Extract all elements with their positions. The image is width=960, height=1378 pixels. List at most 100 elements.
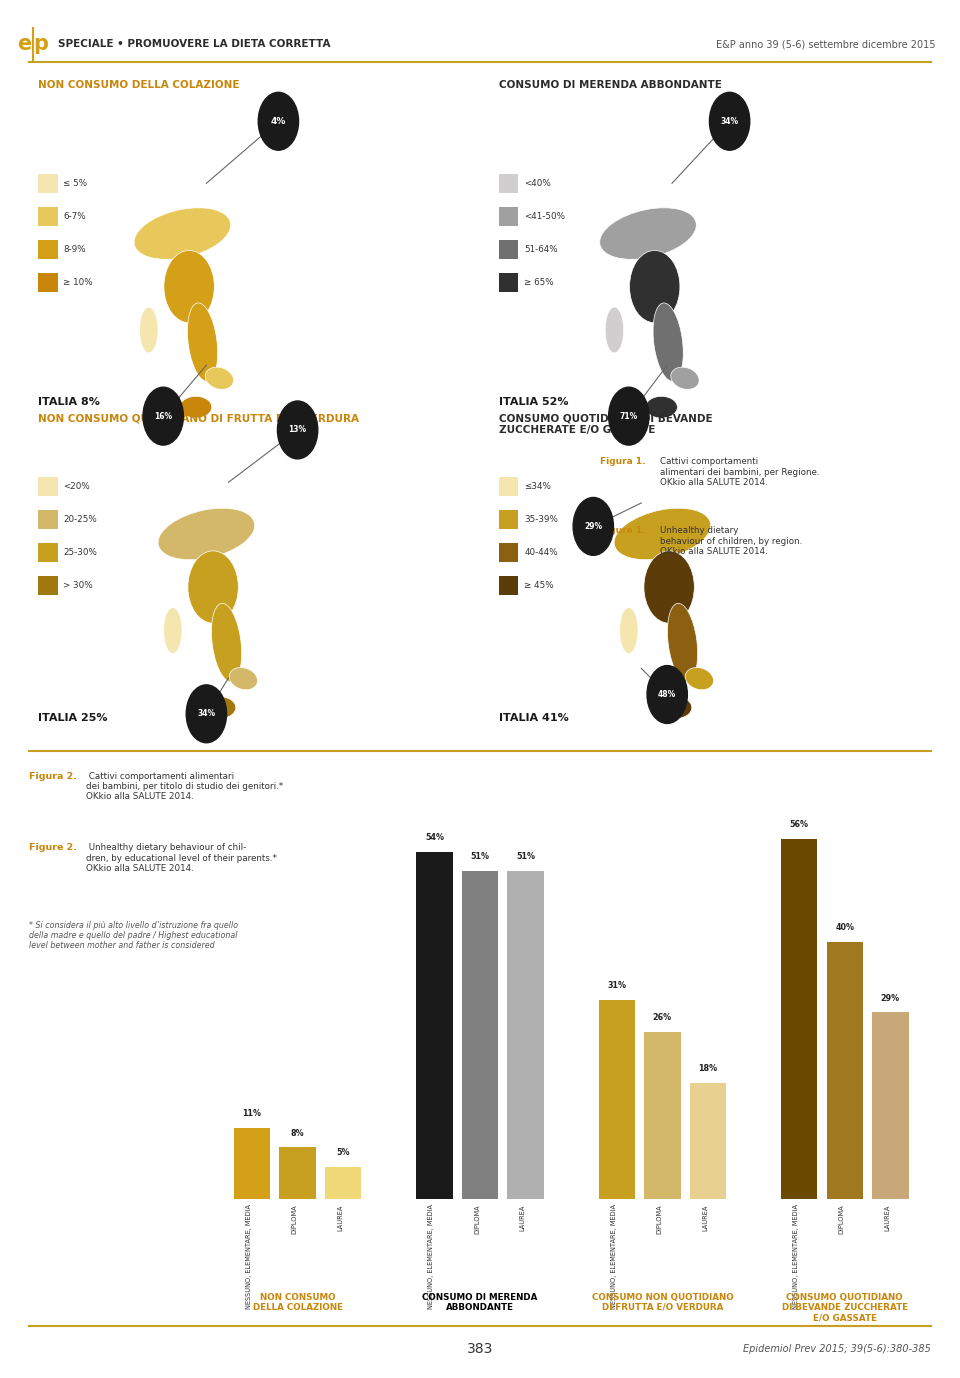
Text: 48%: 48%: [658, 690, 677, 699]
Text: DIPLOMA: DIPLOMA: [839, 1204, 845, 1233]
Text: DIPLOMA: DIPLOMA: [292, 1204, 298, 1233]
Bar: [462, 871, 498, 1199]
Circle shape: [609, 387, 649, 445]
Text: <20%: <20%: [63, 482, 90, 491]
Text: CONSUMO NON QUOTIDIANO
DI FRUTTA E/O VERDURA: CONSUMO NON QUOTIDIANO DI FRUTTA E/O VER…: [591, 1293, 733, 1312]
Text: CONSUMO QUOTIDIANO DI BEVANDE
ZUCCHERATE E/O GASSATE: CONSUMO QUOTIDIANO DI BEVANDE ZUCCHERATE…: [499, 413, 713, 435]
Ellipse shape: [205, 367, 233, 390]
Ellipse shape: [187, 303, 218, 382]
Ellipse shape: [605, 307, 624, 353]
Text: ITALIA 25%: ITALIA 25%: [38, 712, 108, 722]
Ellipse shape: [139, 307, 158, 353]
Text: LAUREA: LAUREA: [519, 1204, 526, 1231]
Ellipse shape: [645, 397, 678, 418]
Bar: [38, 543, 58, 562]
Text: NON CONSUMO QUOTIDIANO DI FRUTTA E /O VERDURA: NON CONSUMO QUOTIDIANO DI FRUTTA E /O VE…: [38, 413, 359, 423]
Ellipse shape: [163, 608, 182, 653]
Text: Unhealthy dietary
behaviour of children, by region.
OKkio alla SALUTE 2014.: Unhealthy dietary behaviour of children,…: [660, 526, 802, 557]
Ellipse shape: [600, 208, 696, 259]
Bar: [781, 839, 818, 1199]
Ellipse shape: [644, 551, 694, 623]
Bar: [324, 1167, 362, 1199]
Text: 35-39%: 35-39%: [524, 515, 558, 524]
Bar: [38, 273, 58, 292]
Bar: [508, 871, 544, 1199]
Text: 16%: 16%: [155, 412, 172, 420]
Text: ≥ 65%: ≥ 65%: [524, 278, 554, 287]
Ellipse shape: [667, 604, 698, 682]
Text: <40%: <40%: [524, 179, 551, 187]
Text: NON CONSUMO
DELLA COLAZIONE: NON CONSUMO DELLA COLAZIONE: [252, 1293, 343, 1312]
Text: 13%: 13%: [289, 426, 306, 434]
Circle shape: [258, 92, 299, 150]
Text: 51-64%: 51-64%: [524, 245, 558, 254]
Bar: [38, 174, 58, 193]
Bar: [499, 543, 518, 562]
Text: 31%: 31%: [608, 981, 626, 989]
Text: 6-7%: 6-7%: [63, 212, 86, 220]
Text: 8-9%: 8-9%: [63, 245, 86, 254]
Text: NESSUNO, ELEMENTARE, MEDIA: NESSUNO, ELEMENTARE, MEDIA: [428, 1204, 434, 1309]
Text: 8%: 8%: [291, 1129, 304, 1138]
Bar: [827, 941, 863, 1199]
Bar: [644, 1032, 681, 1199]
Text: Unhealthy dietary behaviour of chil-
dren, by educational level of their parents: Unhealthy dietary behaviour of chil- dre…: [86, 843, 277, 874]
Ellipse shape: [164, 251, 214, 322]
Circle shape: [186, 685, 227, 743]
Text: CONSUMO QUOTIDIANO
DI BEVANDE ZUCCHERATE
E/O GASSATE: CONSUMO QUOTIDIANO DI BEVANDE ZUCCHERATE…: [781, 1293, 908, 1323]
Ellipse shape: [614, 508, 710, 559]
Bar: [599, 999, 636, 1199]
Bar: [38, 207, 58, 226]
Bar: [38, 510, 58, 529]
Text: p: p: [33, 34, 48, 54]
Text: 29%: 29%: [881, 994, 900, 1003]
Circle shape: [277, 401, 318, 459]
Text: LAUREA: LAUREA: [337, 1204, 344, 1231]
Text: ≤34%: ≤34%: [524, 482, 551, 491]
Bar: [499, 477, 518, 496]
Text: <41-50%: <41-50%: [524, 212, 565, 220]
Bar: [38, 576, 58, 595]
Text: CONSUMO DI MERENDA
ABBONDANTE: CONSUMO DI MERENDA ABBONDANTE: [422, 1293, 538, 1312]
Text: Figure 2.: Figure 2.: [29, 843, 77, 853]
Text: E&P anno 39 (5-6) settembre dicembre 2015: E&P anno 39 (5-6) settembre dicembre 201…: [716, 39, 936, 50]
Text: ITALIA 52%: ITALIA 52%: [499, 397, 568, 407]
Text: Figura 1.: Figura 1.: [600, 457, 649, 467]
Text: 71%: 71%: [619, 412, 638, 420]
Circle shape: [709, 92, 750, 150]
Bar: [499, 240, 518, 259]
Text: LAUREA: LAUREA: [884, 1204, 891, 1231]
Text: DIPLOMA: DIPLOMA: [474, 1204, 480, 1233]
Text: Figure 1.: Figure 1.: [600, 526, 649, 536]
Ellipse shape: [204, 697, 236, 718]
Ellipse shape: [158, 508, 254, 559]
Text: NON CONSUMO DELLA COLAZIONE: NON CONSUMO DELLA COLAZIONE: [38, 80, 240, 90]
Text: 20-25%: 20-25%: [63, 515, 97, 524]
Text: NESSUNO, ELEMENTARE, MEDIA: NESSUNO, ELEMENTARE, MEDIA: [611, 1204, 616, 1309]
Ellipse shape: [619, 608, 638, 653]
Text: * Si considera il più alto livello d’istruzione fra quello
della madre e quello : * Si considera il più alto livello d’ist…: [29, 921, 238, 951]
Text: NESSUNO, ELEMENTARE, MEDIA: NESSUNO, ELEMENTARE, MEDIA: [793, 1204, 799, 1309]
Text: 40%: 40%: [835, 923, 854, 932]
Ellipse shape: [229, 667, 257, 690]
Ellipse shape: [630, 251, 680, 322]
Ellipse shape: [180, 397, 212, 418]
Bar: [499, 510, 518, 529]
Text: 5%: 5%: [336, 1148, 350, 1158]
Bar: [38, 477, 58, 496]
Text: Epidemiol Prev 2015; 39(5-6):380-385: Epidemiol Prev 2015; 39(5-6):380-385: [743, 1344, 931, 1355]
Text: ≥ 45%: ≥ 45%: [524, 582, 554, 590]
Text: ITALIA 8%: ITALIA 8%: [38, 397, 100, 407]
Text: 25-30%: 25-30%: [63, 548, 97, 557]
Text: DIPLOMA: DIPLOMA: [657, 1204, 662, 1233]
Text: LAUREA: LAUREA: [702, 1204, 708, 1231]
Text: Figura 2.: Figura 2.: [29, 772, 77, 781]
Ellipse shape: [211, 604, 242, 682]
Text: ≤ 5%: ≤ 5%: [63, 179, 87, 187]
Text: SPECIALE • PROMUOVERE LA DIETA CORRETTA: SPECIALE • PROMUOVERE LA DIETA CORRETTA: [58, 39, 330, 50]
Bar: [499, 576, 518, 595]
Bar: [234, 1129, 271, 1199]
Text: 26%: 26%: [653, 1013, 672, 1022]
Text: 29%: 29%: [585, 522, 602, 531]
Text: 51%: 51%: [516, 852, 535, 861]
